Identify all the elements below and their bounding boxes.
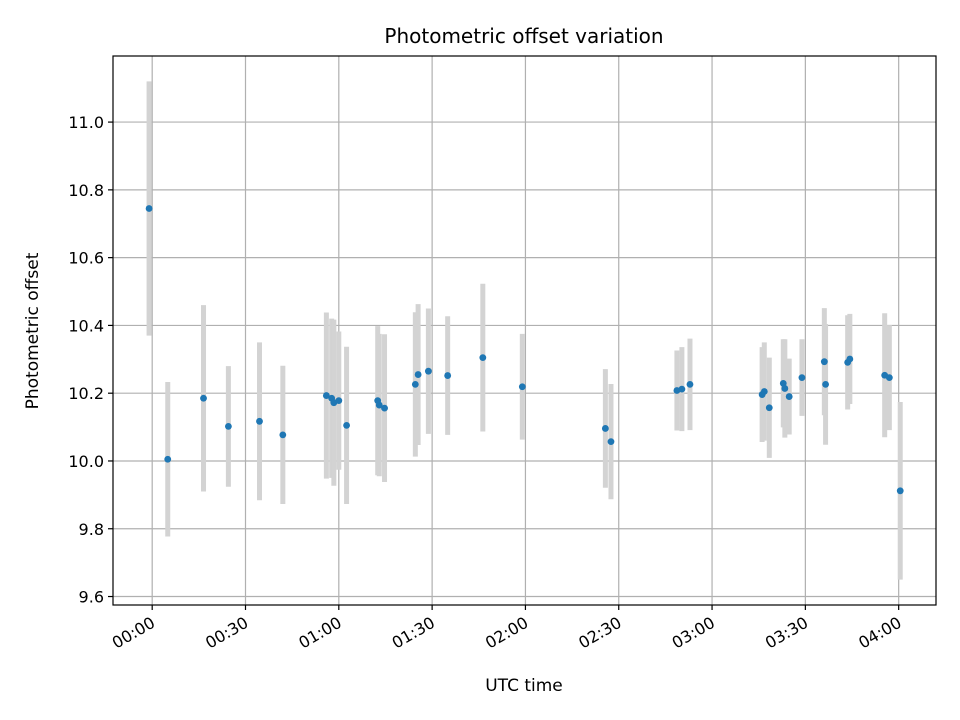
y-tick-label: 10.8 [68,181,104,200]
data-point [335,397,343,405]
x-tick-label: 00:00 [109,613,158,653]
data-point [375,401,383,409]
y-tick-label: 10.0 [68,452,104,471]
data-point [765,404,773,412]
data-point [164,455,172,463]
plot-area-frame [112,55,937,606]
grid [113,56,936,605]
y-tick-label: 10.2 [68,384,104,403]
y-tick-label: 9.8 [79,520,104,539]
x-tick-label: 04:00 [855,613,904,653]
y-tick-label: 10.4 [68,316,104,335]
y-tick-label: 9.6 [79,588,104,607]
y-axis-ticks: 9.6 9.8 10.0 10.2 10.4 10.6 10.8 11.0 [68,113,113,607]
data-point [224,423,232,430]
x-tick-label: 02:30 [575,613,624,653]
x-tick-label: 01:30 [389,613,438,653]
data-point [424,367,432,375]
y-tick-label: 11.0 [68,113,104,132]
data-point [145,205,153,212]
data-point [896,487,904,495]
x-tick-label: 02:00 [482,613,531,653]
data-point [607,438,615,446]
data-point [820,358,828,366]
data-point [256,417,263,425]
y-tick-label: 10.6 [68,249,104,268]
data-point [760,388,768,395]
x-axis-ticks: 00:00 00:30 01:00 01:30 02:00 02:30 03:00 03:30… [109,605,905,652]
data-point [343,421,350,429]
data-point [414,371,422,378]
data-point [781,385,789,392]
x-tick-label: 03:30 [762,613,811,653]
x-tick-label: 00:30 [202,613,251,653]
x-tick-label: 03:00 [669,613,718,653]
data-point [322,392,330,399]
data-point [846,355,854,363]
data-point [518,383,526,391]
data-point [686,380,694,388]
data-point [200,394,207,402]
y-axis-title: Photometric offset [23,252,43,409]
data-point [678,385,686,393]
data-points [145,205,904,495]
x-tick-label: 01:00 [295,613,344,653]
data-point [444,372,452,379]
chart-title: Photometric offset variation [384,24,663,48]
data-point [885,374,893,382]
data-point [785,393,793,400]
data-point [798,374,806,382]
x-axis-title: UTC time [485,676,563,696]
data-point [381,404,388,412]
error-bars [146,81,903,580]
data-point [479,354,487,362]
data-point [279,431,287,439]
data-point [411,380,419,388]
data-point [601,425,609,432]
data-point [822,380,829,388]
